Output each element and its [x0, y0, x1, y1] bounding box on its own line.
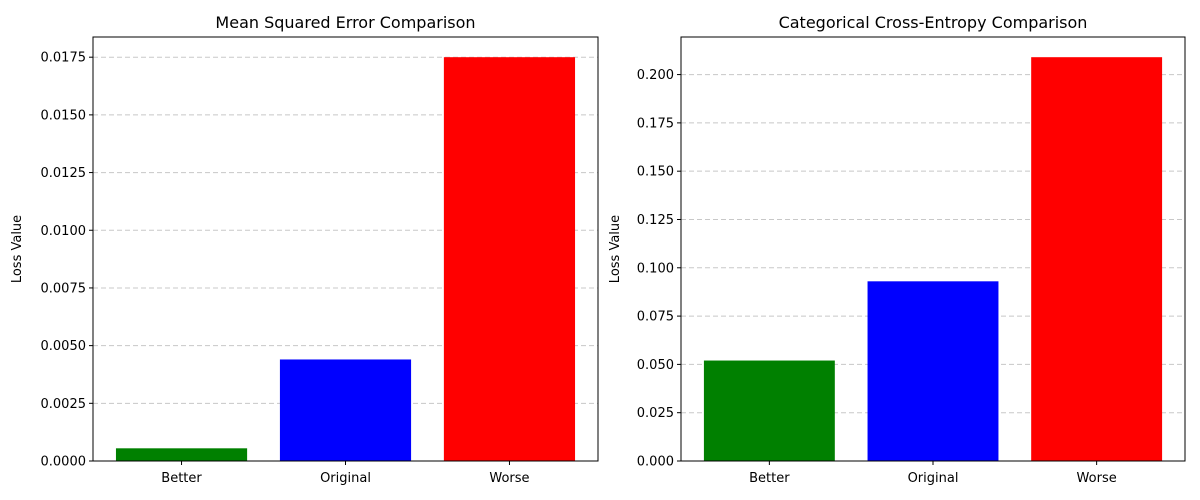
cce-ytick-label: 0.025: [637, 406, 674, 421]
mse-chart-panel: 0.0000 0.0025 0.0050 0.0075 0.0100 0.0125 0.01…: [10, 13, 599, 486]
mse-ytick-label: 0.0175: [41, 51, 87, 66]
cce-chart-title: Categorical Cross-Entropy Comparison: [779, 13, 1088, 32]
cce-bar-original: [867, 281, 999, 461]
cce-ytick-label: 0.200: [637, 68, 674, 83]
cce-bar-better: [703, 360, 835, 461]
mse-ytick-label: 0.0150: [41, 108, 87, 123]
cce-ytick-label: 0.100: [637, 261, 674, 276]
mse-ytick-label: 0.0100: [41, 224, 87, 239]
mse-ytick-label: 0.0000: [41, 455, 87, 470]
mse-xtick-label: Worse: [489, 471, 529, 486]
cce-xtick-label: Original: [908, 471, 959, 486]
cce-ytick-label: 0.075: [637, 310, 674, 325]
cce-y-axis-label: Loss Value: [608, 215, 623, 283]
cce-ytick-label: 0.050: [637, 358, 674, 373]
mse-ytick-label: 0.0050: [41, 339, 87, 354]
cce-chart-panel: 0.000 0.025 0.050 0.075 0.100 0.125 0.150 0.175…: [608, 13, 1186, 486]
cce-xtick-label: Worse: [1077, 471, 1117, 486]
mse-bar-better: [115, 448, 248, 461]
mse-ytick-label: 0.0025: [41, 397, 87, 412]
mse-y-axis-label: Loss Value: [10, 215, 25, 283]
cce-xtick-label: Better: [749, 471, 790, 486]
cce-ytick-label: 0.175: [637, 116, 674, 131]
mse-ytick-label: 0.0125: [41, 166, 87, 181]
mse-chart-title: Mean Squared Error Comparison: [215, 13, 475, 32]
mse-xtick-label: Original: [320, 471, 371, 486]
cce-bar-worse: [1031, 57, 1163, 461]
mse-xtick-label: Better: [161, 471, 202, 486]
cce-ytick-label: 0.125: [637, 213, 674, 228]
mse-bar-original: [279, 359, 412, 461]
mse-ytick-label: 0.0075: [41, 281, 87, 296]
cce-ytick-label: 0.000: [637, 455, 674, 470]
mse-bar-worse: [443, 57, 576, 461]
cce-ytick-label: 0.150: [637, 165, 674, 180]
